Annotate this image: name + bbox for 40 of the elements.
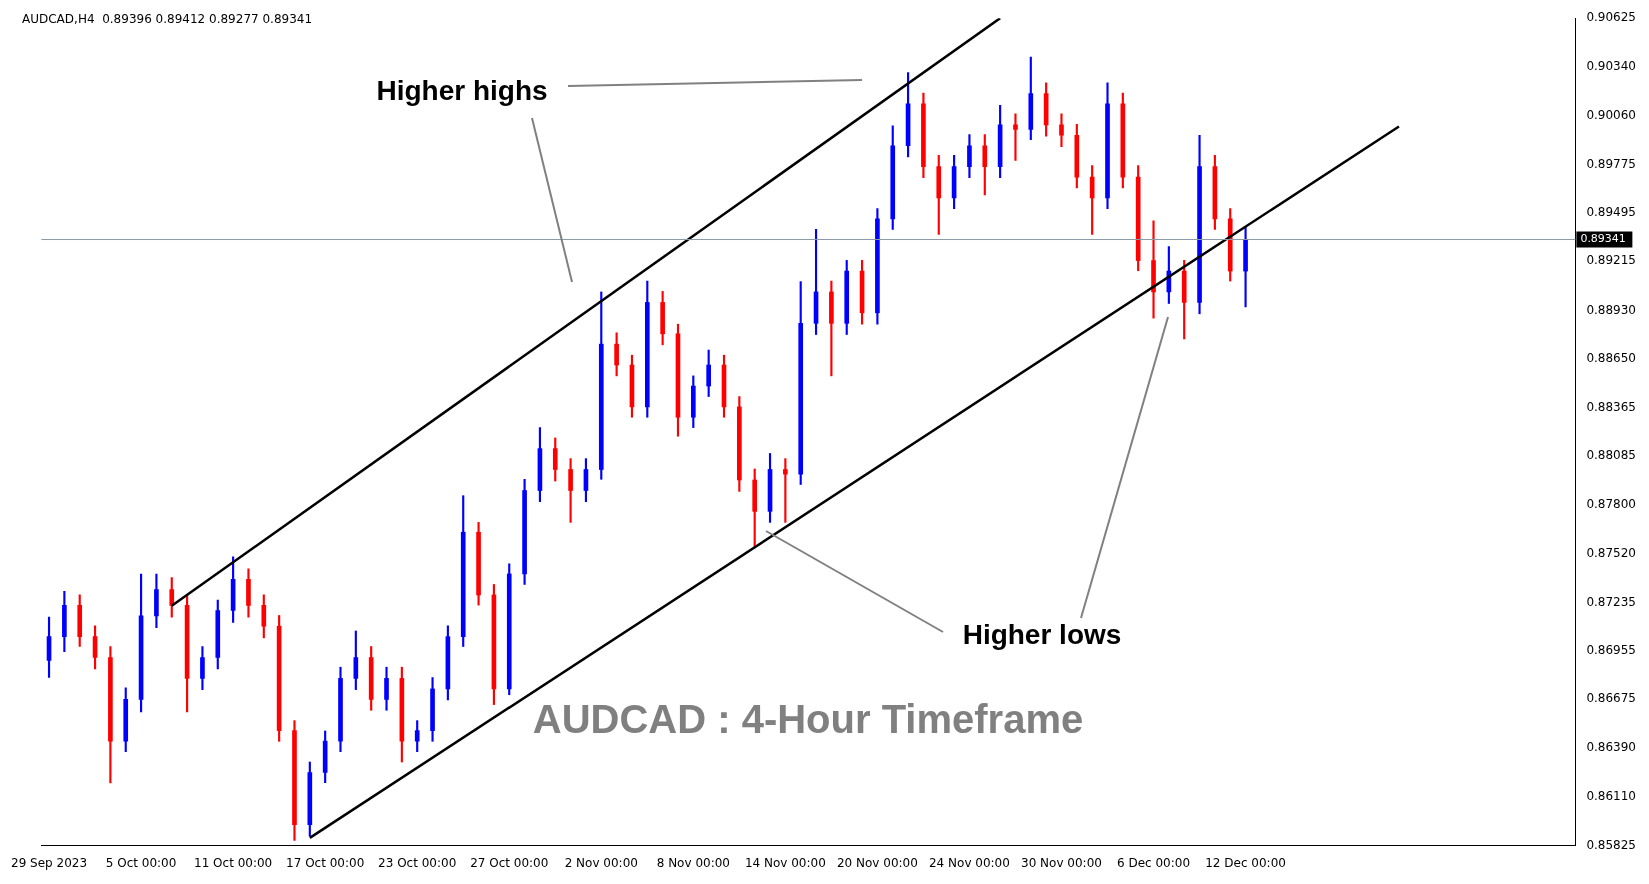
x-tick-label: 11 Oct 00:00 [194, 855, 273, 870]
y-tick-label: 0.89775 [1586, 156, 1636, 171]
y-tick-label: 0.87800 [1586, 497, 1636, 512]
candlestick [1059, 113, 1064, 147]
y-tick-label: 0.85825 [1586, 837, 1636, 852]
annotation: AUDCAD,H4 0.89396 0.89412 0.89277 0.89341 [22, 12, 313, 27]
y-tick-label: 0.88085 [1586, 448, 1636, 463]
annotation: Higher highs [376, 74, 548, 106]
ref-line-label: 0.89341 [1580, 232, 1626, 246]
x-tick-label: 24 Nov 00:00 [928, 855, 1010, 870]
y-tick-label: 0.86110 [1586, 788, 1636, 803]
x-tick-label: 14 Nov 00:00 [744, 855, 826, 870]
candlestick [1151, 220, 1156, 319]
y-tick-label: 0.88365 [1586, 399, 1636, 414]
y-tick-label: 0.88650 [1586, 350, 1636, 365]
x-tick-label: 29 Sep 2023 [11, 855, 88, 870]
y-tick-label: 0.89215 [1586, 253, 1636, 268]
candlestick [1013, 113, 1018, 161]
x-tick-label: 27 Oct 00:00 [470, 855, 549, 870]
x-tick-label: 23 Oct 00:00 [378, 855, 457, 870]
annotation: AUDCAD : 4-Hour Timeframe [532, 697, 1084, 742]
annotation: Higher lows [962, 618, 1122, 650]
x-tick-label: 20 Nov 00:00 [836, 855, 918, 870]
x-tick-label: 30 Nov 00:00 [1021, 855, 1102, 870]
y-tick-label: 0.90625 [1586, 10, 1636, 25]
x-tick-label: 17 Oct 00:00 [286, 855, 365, 870]
y-tick-label: 0.86390 [1586, 740, 1636, 755]
y-tick-label: 0.87520 [1586, 545, 1636, 560]
y-tick-label: 0.90340 [1586, 59, 1636, 74]
y-tick-label: 0.86955 [1586, 642, 1636, 657]
x-tick-label: 2 Nov 00:00 [564, 855, 638, 870]
y-tick-label: 0.87235 [1586, 594, 1636, 609]
y-tick-label: 0.89495 [1586, 205, 1636, 220]
y-tick-label: 0.86675 [1586, 691, 1636, 706]
x-tick-label: 5 Oct 00:00 [105, 855, 177, 870]
y-tick-label: 0.90060 [1586, 107, 1636, 122]
x-tick-label: 6 Dec 00:00 [1116, 855, 1191, 870]
y-tick-label: 0.88930 [1586, 302, 1636, 317]
x-tick-label: 8 Nov 00:00 [656, 855, 730, 870]
x-tick-label: 12 Dec 00:00 [1205, 855, 1286, 870]
